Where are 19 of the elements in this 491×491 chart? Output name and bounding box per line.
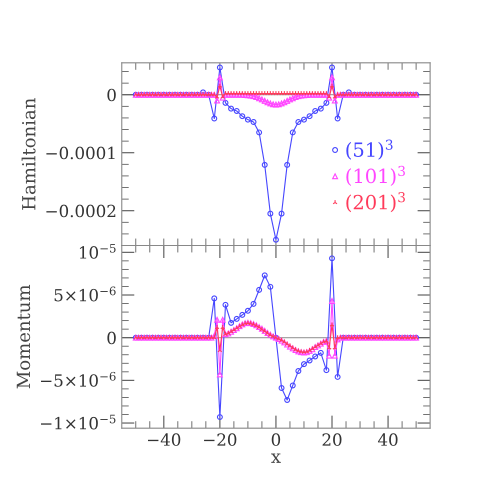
x-tick-label: 40: [378, 433, 398, 446]
y-tick-label: 5×10$^{−6}$: [54, 286, 116, 302]
legend-label: (51)$^{3}$: [346, 140, 393, 160]
y-axis-title: Hamiltonian: [22, 98, 36, 210]
y-axis-title: Momentum: [16, 284, 30, 388]
y-tick-label: −1×10$^{−5}$: [41, 414, 116, 430]
y-tick-label: −0.0002: [46, 204, 116, 218]
x-axis-title: x: [271, 453, 281, 463]
x-tick-label: −20: [204, 433, 236, 446]
x-tick-label: 0: [272, 433, 280, 446]
y-tick-label: 0: [107, 88, 116, 102]
y-tick-label: 0: [107, 332, 116, 344]
x-tick-label: 20: [322, 433, 342, 446]
legend-label: (101)$^{3}$: [346, 166, 405, 186]
y-tick-label: −0.0001: [46, 146, 115, 160]
y-tick-label: 10$^{−5}$: [80, 244, 116, 259]
x-tick-label: −40: [148, 433, 180, 446]
y-tick-label: −5×10$^{−6}$: [41, 372, 116, 387]
legend-label: (201)$^{3}$: [346, 192, 405, 212]
